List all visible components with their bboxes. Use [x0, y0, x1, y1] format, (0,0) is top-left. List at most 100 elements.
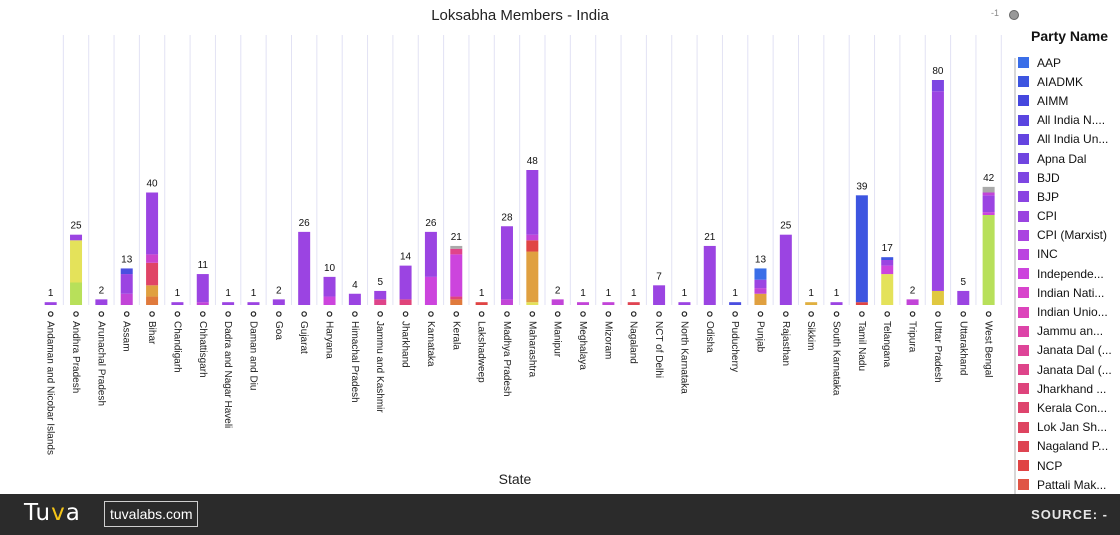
legend-item[interactable]: BJP	[1014, 187, 1120, 206]
x-tick-label: Nagaland	[628, 321, 639, 364]
footer-bar: Tuva tuvalabs.com SOURCE: -	[0, 494, 1120, 535]
legend-item[interactable]: Independe...	[1014, 264, 1120, 283]
x-tick-marker	[123, 311, 130, 317]
bar-value-label: 7	[656, 271, 662, 282]
bar-segment	[450, 296, 463, 300]
bar-segment	[830, 302, 843, 305]
bar-segment	[602, 302, 615, 305]
legend-label: Pattali Mak...	[1037, 477, 1107, 492]
bar-segment	[931, 91, 944, 291]
legend-label: Lok Jan Sh...	[1037, 420, 1108, 435]
x-tick-label: Uttar Pradesh	[932, 321, 943, 383]
legend-item[interactable]: Jharkhand ...	[1014, 379, 1120, 398]
legend-item[interactable]: All India N....	[1014, 111, 1120, 130]
legend-item[interactable]: AAP	[1014, 53, 1120, 72]
x-tick-label: Haryana	[324, 321, 335, 359]
bar-segment	[298, 231, 311, 305]
bar-segment	[374, 299, 387, 305]
legend-item[interactable]: NCP	[1014, 456, 1120, 475]
bar-value-label: 48	[527, 156, 539, 167]
tuva-logo[interactable]: Tuva	[24, 500, 81, 526]
x-tick-marker	[960, 311, 967, 317]
legend-item[interactable]: Jammu an...	[1014, 322, 1120, 341]
bar-segment	[526, 170, 539, 235]
legend-item[interactable]: Lok Jan Sh...	[1014, 418, 1120, 437]
legend-label: All India Un...	[1037, 132, 1109, 147]
legend-label: AIMM	[1037, 93, 1069, 108]
legend-item[interactable]: BJD	[1014, 168, 1120, 187]
bar-segment	[424, 276, 437, 305]
site-link[interactable]: tuvalabs.com	[104, 501, 199, 527]
bar-value-label: 26	[425, 218, 437, 229]
legend-label: Jammu an...	[1037, 324, 1104, 339]
legend-scrollbar[interactable]	[1014, 58, 1016, 518]
x-tick-label: Gujarat	[298, 321, 309, 354]
legend-title: Party Name	[1031, 28, 1109, 44]
x-tick-label: Himachal Pradesh	[349, 321, 360, 403]
bar-segment	[881, 274, 894, 305]
zoom-slider-handle[interactable]	[1009, 10, 1019, 20]
bar-segment	[450, 254, 463, 297]
bar-value-label: 1	[479, 288, 485, 299]
legend-swatch	[1018, 153, 1029, 165]
bar-value-label: 1	[175, 288, 181, 299]
bar-segment	[754, 288, 767, 294]
bar-segment	[805, 302, 818, 305]
bar-value-label: 2	[99, 285, 105, 296]
x-tick-marker	[681, 311, 688, 317]
legend-item[interactable]: All India Un...	[1014, 130, 1120, 149]
bar-segment	[424, 231, 437, 277]
bar-segment	[982, 192, 995, 196]
legend-swatch	[1018, 268, 1029, 280]
legend-swatch	[1018, 191, 1029, 203]
bar-segment	[146, 254, 159, 263]
x-tick-marker	[732, 311, 738, 317]
legend-label: Indian Nati...	[1037, 285, 1105, 300]
legend-swatch	[1018, 460, 1029, 472]
bar-value-label: 14	[400, 252, 412, 263]
legend-swatch	[1018, 210, 1029, 222]
bar-value-label: 5	[377, 277, 383, 288]
x-tick-marker	[605, 311, 612, 317]
legend-swatch	[1018, 383, 1029, 395]
bar-segment	[551, 299, 564, 305]
legend-item[interactable]: Apna Dal	[1014, 149, 1120, 168]
legend-item[interactable]: AIMM	[1014, 91, 1120, 110]
bar-segment	[855, 302, 868, 305]
bar-value-label: 10	[324, 263, 336, 274]
legend-item[interactable]: Janata Dal (...	[1014, 341, 1120, 360]
bar-segment	[906, 299, 919, 305]
legend-item[interactable]: Indian Unio...	[1014, 302, 1120, 321]
bar-value-label: 17	[882, 243, 894, 254]
legend-item[interactable]: INC	[1014, 245, 1120, 264]
source-text: SOURCE: -	[1031, 507, 1108, 522]
x-tick-label: Arunachal Pradesh	[95, 321, 106, 406]
legend-label: AAP	[1037, 55, 1062, 70]
bar-segment	[44, 302, 57, 305]
bar-segment	[323, 276, 336, 297]
legend-item[interactable]: CPI	[1014, 207, 1120, 226]
legend-item[interactable]: Janata Dal (...	[1014, 360, 1120, 379]
x-tick-marker	[98, 311, 105, 317]
bar-segment	[348, 293, 361, 305]
legend-item[interactable]: AIADMK	[1014, 72, 1120, 91]
x-tick-marker	[402, 311, 409, 317]
bar-segment	[196, 274, 209, 303]
bar-value-label: 25	[70, 221, 82, 232]
legend-swatch	[1018, 479, 1029, 491]
legend-swatch	[1018, 229, 1029, 241]
x-tick-label: Bihar	[146, 321, 157, 345]
x-tick-label: Tamil Nadu	[856, 321, 867, 371]
bar-value-label: 1	[251, 288, 257, 299]
legend-item[interactable]: Nagaland P...	[1014, 437, 1120, 456]
bar-value-label: 1	[732, 288, 738, 299]
chart-title: Loksabha Members - India	[431, 7, 609, 24]
legend-item[interactable]: Kerala Con...	[1014, 398, 1120, 417]
legend-label: Indian Unio...	[1037, 305, 1108, 320]
legend-item[interactable]: Pattali Mak...	[1014, 475, 1120, 494]
bar-segment	[374, 290, 387, 300]
legend-item[interactable]: Indian Nati...	[1014, 283, 1120, 302]
x-tick-marker	[656, 311, 662, 317]
legend-item[interactable]: CPI (Marxist)	[1014, 226, 1120, 245]
